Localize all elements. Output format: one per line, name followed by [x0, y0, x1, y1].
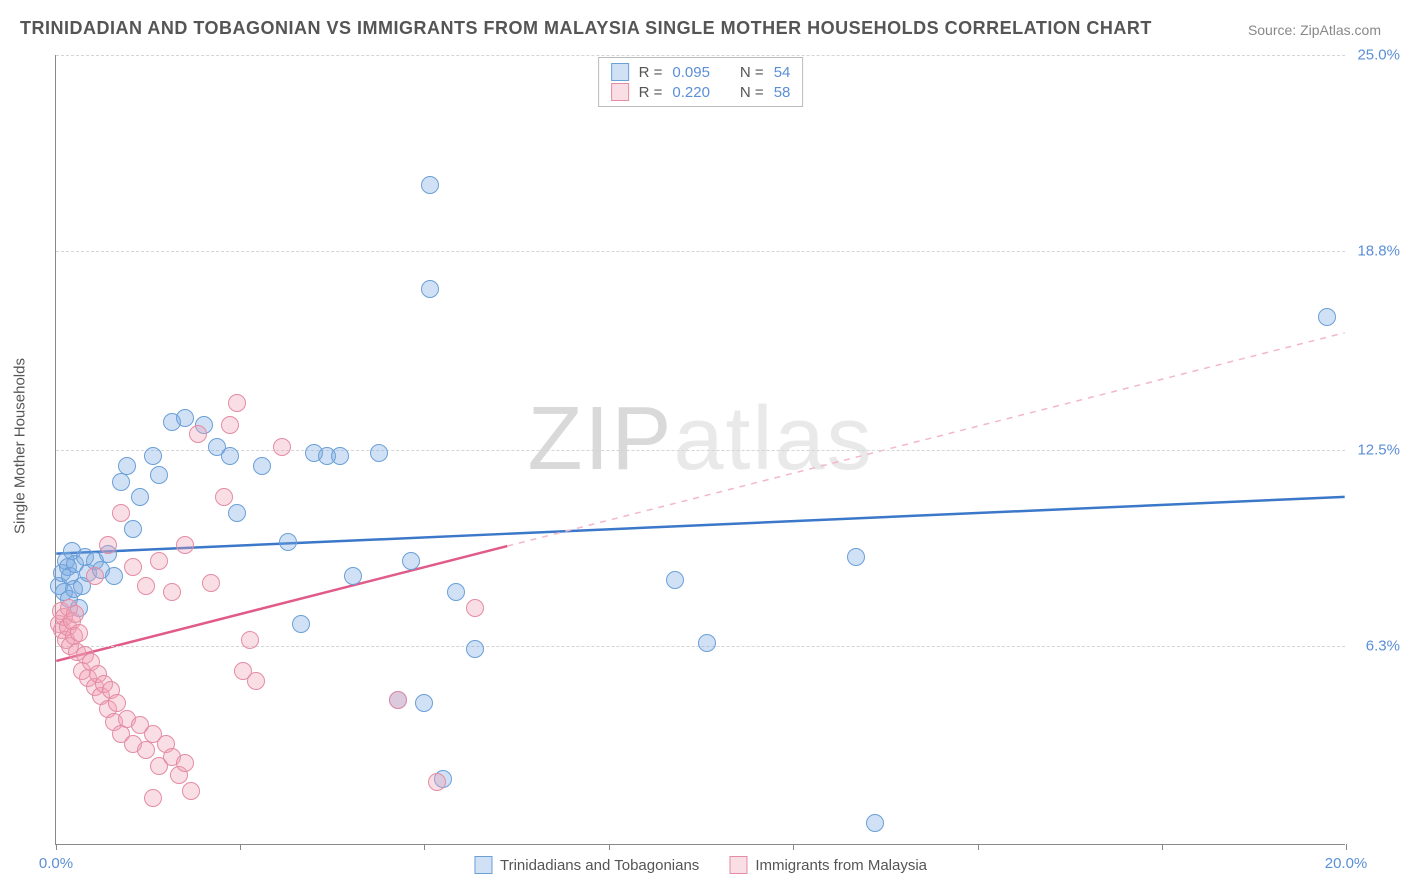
scatter-point-malaysia [124, 558, 142, 576]
scatter-point-malaysia [389, 691, 407, 709]
x-tick [1162, 844, 1163, 850]
scatter-point-trinidad [118, 457, 136, 475]
stats-row-2: R = 0.220 N = 58 [611, 82, 791, 102]
n-label: N = [740, 64, 764, 81]
scatter-point-malaysia [215, 488, 233, 506]
swatch-pink [611, 83, 629, 101]
scatter-point-malaysia [150, 552, 168, 570]
scatter-point-malaysia [163, 583, 181, 601]
scatter-point-trinidad [1318, 308, 1336, 326]
scatter-point-trinidad [124, 520, 142, 538]
x-tick [1346, 844, 1347, 850]
scatter-point-malaysia [144, 789, 162, 807]
scatter-point-trinidad [344, 567, 362, 585]
scatter-point-trinidad [144, 447, 162, 465]
scatter-point-trinidad [370, 444, 388, 462]
x-tick-label: 0.0% [39, 855, 73, 872]
scatter-point-trinidad [228, 504, 246, 522]
scatter-point-trinidad [131, 488, 149, 506]
y-tick-label: 25.0% [1350, 47, 1400, 64]
scatter-point-malaysia [66, 605, 84, 623]
scatter-point-trinidad [866, 814, 884, 832]
legend-item-1: Trinidadians and Tobagonians [474, 856, 699, 874]
stats-row-1: R = 0.095 N = 54 [611, 62, 791, 82]
scatter-point-trinidad [466, 640, 484, 658]
scatter-point-malaysia [241, 631, 259, 649]
scatter-point-malaysia [99, 536, 117, 554]
grid-line [56, 55, 1345, 56]
y-axis-title: Single Mother Households [12, 358, 29, 534]
r-label: R = [639, 64, 663, 81]
scatter-point-trinidad [331, 447, 349, 465]
x-tick [56, 844, 57, 850]
scatter-point-trinidad [279, 533, 297, 551]
n-label: N = [740, 84, 764, 101]
x-tick [978, 844, 979, 850]
scatter-point-trinidad [447, 583, 465, 601]
scatter-point-malaysia [202, 574, 220, 592]
legend-swatch-blue [474, 856, 492, 874]
scatter-point-malaysia [137, 577, 155, 595]
x-tick [424, 844, 425, 850]
r-value-2: 0.220 [672, 84, 710, 101]
scatter-point-trinidad [402, 552, 420, 570]
y-tick-label: 18.8% [1350, 242, 1400, 259]
scatter-point-malaysia [273, 438, 291, 456]
x-tick [793, 844, 794, 850]
scatter-point-trinidad [421, 176, 439, 194]
legend-item-2: Immigrants from Malaysia [729, 856, 927, 874]
scatter-point-malaysia [86, 567, 104, 585]
legend-swatch-pink [729, 856, 747, 874]
chart-title: TRINIDADIAN AND TOBAGONIAN VS IMMIGRANTS… [20, 18, 1152, 39]
correlation-chart: TRINIDADIAN AND TOBAGONIAN VS IMMIGRANTS… [0, 0, 1406, 892]
legend-label-2: Immigrants from Malaysia [755, 857, 927, 874]
scatter-point-malaysia [182, 782, 200, 800]
trend-solid-trinidad [56, 497, 1344, 554]
scatter-point-trinidad [221, 447, 239, 465]
x-tick-label: 20.0% [1325, 855, 1368, 872]
scatter-point-malaysia [466, 599, 484, 617]
scatter-point-malaysia [189, 425, 207, 443]
grid-line [56, 450, 1345, 451]
n-value-2: 58 [774, 84, 791, 101]
scatter-point-trinidad [112, 473, 130, 491]
source-label: Source: ZipAtlas.com [1248, 22, 1381, 38]
scatter-point-trinidad [105, 567, 123, 585]
scatter-point-malaysia [70, 624, 88, 642]
scatter-point-trinidad [176, 409, 194, 427]
bottom-legend: Trinidadians and Tobagonians Immigrants … [474, 856, 927, 874]
x-tick [240, 844, 241, 850]
scatter-point-malaysia [221, 416, 239, 434]
scatter-point-trinidad [698, 634, 716, 652]
x-tick [609, 844, 610, 850]
n-value-1: 54 [774, 64, 791, 81]
scatter-point-trinidad [150, 466, 168, 484]
scatter-point-trinidad [253, 457, 271, 475]
r-label: R = [639, 84, 663, 101]
legend-label-1: Trinidadians and Tobagonians [500, 857, 699, 874]
scatter-point-malaysia [176, 754, 194, 772]
scatter-point-trinidad [415, 694, 433, 712]
scatter-point-malaysia [228, 394, 246, 412]
stats-legend: R = 0.095 N = 54 R = 0.220 N = 58 [598, 57, 804, 107]
y-tick-label: 12.5% [1350, 442, 1400, 459]
plot-area: ZIPatlas R = 0.095 N = 54 R = 0.220 N = … [55, 55, 1345, 845]
scatter-point-malaysia [176, 536, 194, 554]
scatter-point-trinidad [292, 615, 310, 633]
scatter-point-malaysia [247, 672, 265, 690]
scatter-point-trinidad [421, 280, 439, 298]
scatter-point-trinidad [847, 548, 865, 566]
swatch-blue [611, 63, 629, 81]
scatter-point-malaysia [428, 773, 446, 791]
r-value-1: 0.095 [672, 64, 710, 81]
scatter-point-trinidad [666, 571, 684, 589]
y-tick-label: 6.3% [1350, 637, 1400, 654]
scatter-point-malaysia [112, 504, 130, 522]
scatter-point-malaysia [137, 741, 155, 759]
grid-line [56, 251, 1345, 252]
